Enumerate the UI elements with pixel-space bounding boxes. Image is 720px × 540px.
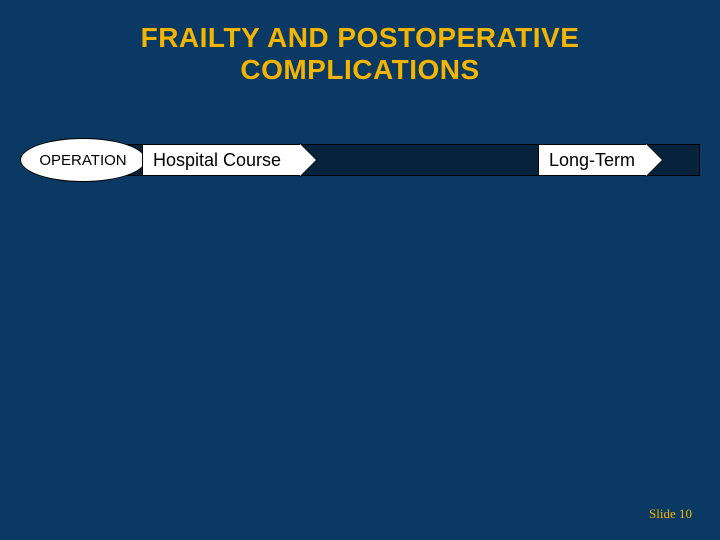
timeline: Hospital Course Long-Term OPERATION (20, 138, 700, 182)
title-line-2: COMPLICATIONS (240, 54, 479, 85)
operation-label: OPERATION (39, 152, 126, 169)
chevron-label: Hospital Course (142, 144, 300, 176)
title-line-1: FRAILTY AND POSTOPERATIVE (141, 22, 580, 53)
chevron-label: Long-Term (538, 144, 646, 176)
chevron-hospital-course: Hospital Course (142, 144, 316, 176)
chevron-tip-icon (646, 144, 662, 176)
slide-number: Slide 10 (649, 506, 692, 522)
chevron-tip-icon (300, 144, 316, 176)
slide-title: FRAILTY AND POSTOPERATIVE COMPLICATIONS (0, 22, 720, 86)
slide: FRAILTY AND POSTOPERATIVE COMPLICATIONS … (0, 0, 720, 540)
operation-ellipse: OPERATION (20, 138, 146, 182)
chevron-long-term: Long-Term (538, 144, 662, 176)
